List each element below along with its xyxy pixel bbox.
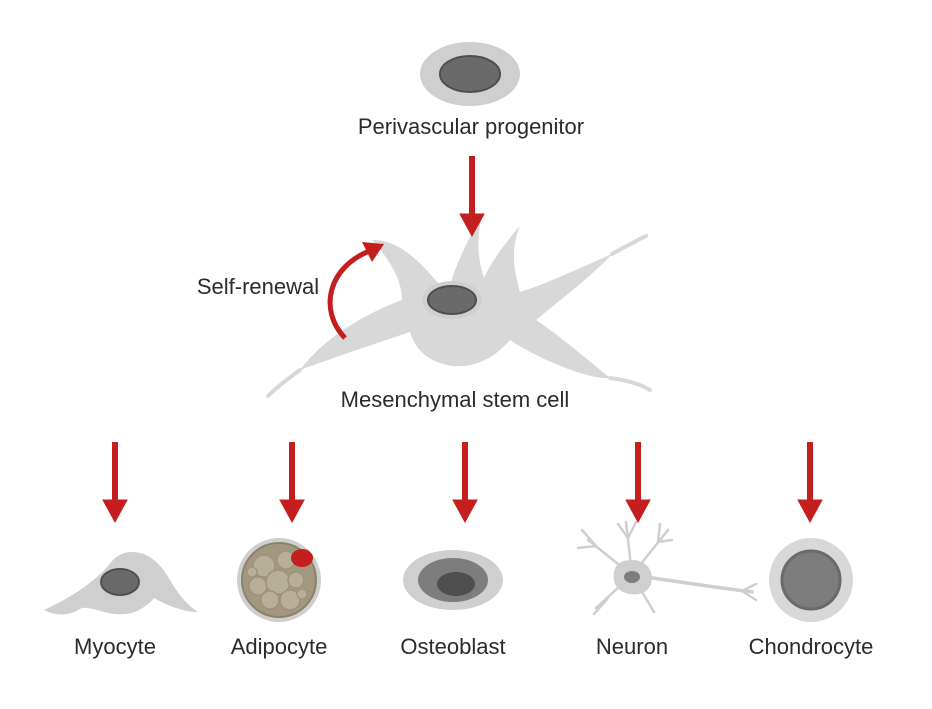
arrow-to-chondrocyte <box>798 442 822 522</box>
label-perivascular: Perivascular progenitor <box>358 114 584 140</box>
cell-adipocyte <box>237 538 321 622</box>
label-msc: Mesenchymal stem cell <box>341 387 570 413</box>
label-chondrocyte: Chondrocyte <box>749 634 874 660</box>
cell-neuron <box>578 522 756 614</box>
cell-perivascular <box>420 42 520 106</box>
label-osteoblast: Osteoblast <box>400 634 505 660</box>
label-self-renewal: Self-renewal <box>197 274 319 300</box>
arrow-perivascular-to-msc <box>460 156 484 236</box>
diagram-stage: Perivascular progenitor Self-renewal Mes… <box>0 0 932 709</box>
cell-myocyte <box>44 552 198 615</box>
arrow-to-myocyte <box>103 442 127 522</box>
label-neuron: Neuron <box>596 634 668 660</box>
arrow-to-osteoblast <box>453 442 477 522</box>
diagram-svg <box>0 0 932 709</box>
arrow-to-neuron <box>626 442 650 522</box>
label-adipocyte: Adipocyte <box>231 634 328 660</box>
cell-osteoblast <box>403 550 503 610</box>
cell-chondrocyte <box>769 538 853 622</box>
arrow-to-adipocyte <box>280 442 304 522</box>
label-myocyte: Myocyte <box>74 634 156 660</box>
cell-msc <box>268 216 650 396</box>
